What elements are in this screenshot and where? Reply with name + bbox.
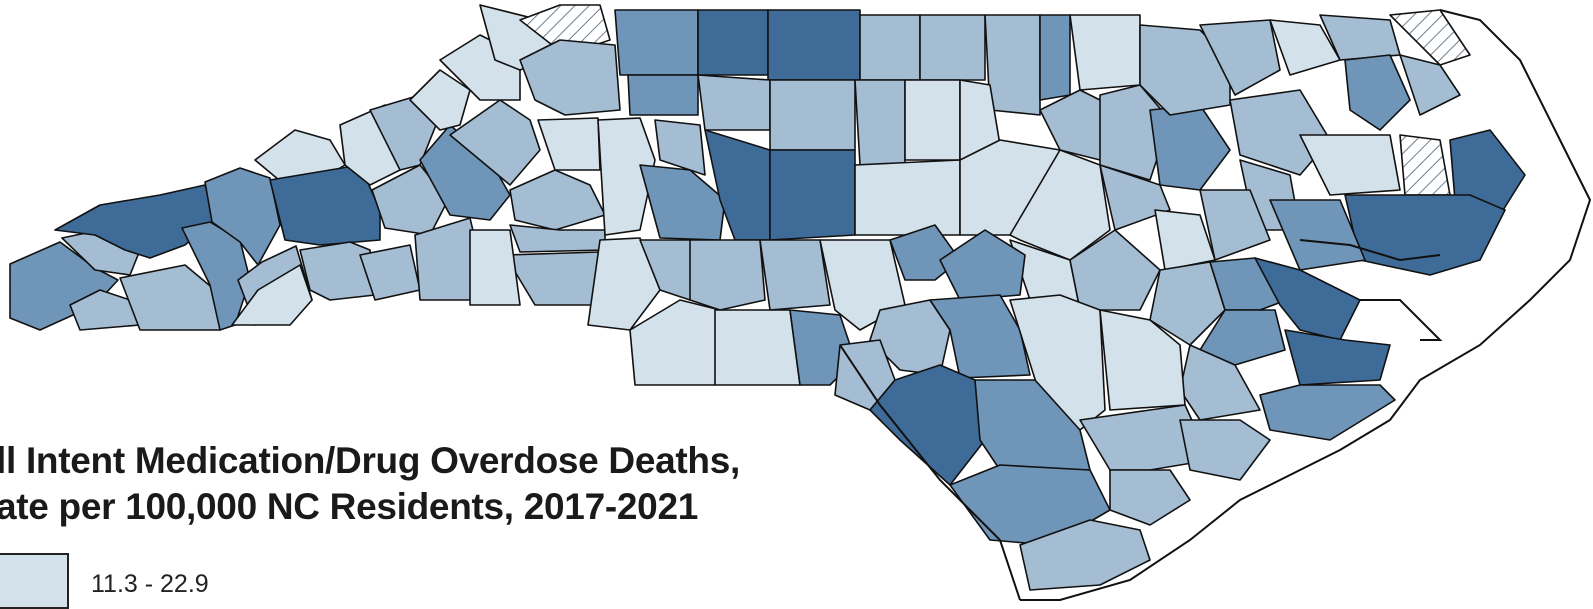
county-69	[1399, 54, 1461, 116]
county-92	[929, 294, 1031, 379]
county-101	[1019, 519, 1151, 591]
legend-swatch	[0, 553, 69, 609]
legend-title-line-2: ate per 100,000 NC Residents, 2017-2021	[0, 486, 698, 527]
county-79	[1199, 189, 1271, 261]
county-12	[299, 241, 376, 301]
county-29	[469, 229, 521, 306]
county-27	[509, 224, 606, 253]
county-61	[1149, 104, 1231, 191]
county-73	[1449, 129, 1526, 216]
coastline-4	[839, 344, 1021, 601]
county-25	[509, 169, 606, 231]
county-9	[231, 264, 313, 326]
coastline-2	[1360, 299, 1443, 341]
county-49	[859, 14, 921, 81]
county-38	[627, 74, 699, 116]
county-63	[1199, 19, 1281, 96]
county-55	[904, 79, 961, 161]
legend-class-label: 11.3 - 22.9	[91, 570, 209, 598]
county-75	[1269, 199, 1366, 271]
legend-title-line-1: ll Intent Medication/Drug Overdose Death…	[0, 440, 740, 481]
county-90	[939, 229, 1026, 301]
county-19	[409, 69, 471, 131]
county-71	[1299, 134, 1401, 196]
county-26	[537, 117, 601, 171]
county-54	[854, 79, 906, 166]
county-37	[767, 9, 861, 81]
county-52	[1039, 14, 1071, 101]
coastline-3	[1299, 239, 1441, 262]
county-36	[697, 9, 769, 76]
county-88	[1259, 384, 1396, 441]
county-100	[1109, 469, 1191, 526]
county-50	[919, 14, 986, 81]
county-53	[1069, 14, 1141, 91]
county-39	[697, 74, 771, 131]
county-44	[759, 239, 831, 311]
county-11	[269, 164, 381, 246]
county-7	[204, 167, 281, 266]
county-24	[519, 39, 621, 116]
county-42	[769, 149, 856, 241]
county-34	[654, 119, 706, 176]
county-85	[1284, 329, 1391, 386]
county-35	[614, 9, 699, 76]
county-43	[689, 239, 766, 311]
county-46	[714, 309, 801, 386]
county-68	[1389, 9, 1471, 66]
coastline-1	[1020, 9, 1592, 601]
county-67	[1344, 54, 1411, 131]
county-62	[1139, 24, 1231, 116]
county-31	[587, 237, 661, 331]
county-15	[371, 164, 449, 236]
county-57	[854, 159, 961, 236]
county-72	[1399, 134, 1451, 196]
county-74	[1344, 194, 1506, 276]
county-82	[1149, 261, 1226, 346]
county-86	[1199, 309, 1286, 366]
county-94	[1099, 309, 1186, 411]
county-102	[1179, 419, 1271, 481]
county-77	[1099, 164, 1171, 231]
county-51	[984, 14, 1041, 116]
county-33	[639, 164, 726, 241]
county-40	[769, 79, 856, 151]
